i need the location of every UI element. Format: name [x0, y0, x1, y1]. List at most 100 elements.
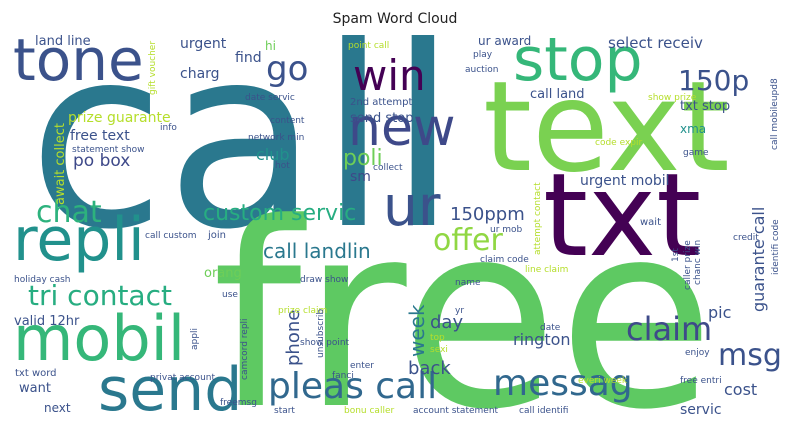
word: game	[683, 148, 709, 158]
word: gift voucher	[148, 41, 158, 95]
word: show prize	[648, 93, 697, 103]
word: urgent	[180, 36, 227, 52]
word: statement show	[72, 145, 144, 155]
word: hi	[265, 39, 276, 53]
word: line claim	[525, 265, 568, 275]
word: repli	[13, 205, 145, 275]
word: enjoy	[685, 348, 710, 358]
word: call mobileupd8	[770, 78, 780, 150]
word: collect	[373, 163, 403, 173]
word: go	[266, 49, 308, 89]
word: want	[19, 381, 51, 396]
word: week	[405, 304, 429, 357]
word: everi week	[578, 376, 628, 386]
word: join	[207, 230, 226, 241]
word: 2nd attempt	[350, 97, 412, 108]
word: code expir	[595, 138, 642, 148]
word: content	[270, 116, 305, 126]
word: chat	[36, 195, 102, 230]
word: 150p	[678, 64, 749, 97]
word: txt word	[15, 368, 57, 379]
word: send stop	[350, 111, 413, 126]
word: select receiv	[608, 34, 703, 52]
word: pleas call	[268, 366, 437, 407]
word: offer	[433, 223, 503, 258]
word: stop	[513, 25, 643, 95]
word: holiday cash	[14, 275, 70, 285]
word: hot	[275, 161, 290, 171]
word: date	[540, 323, 561, 333]
word: claim	[626, 310, 712, 348]
word: appli	[190, 328, 200, 350]
word: yr	[455, 306, 464, 316]
word: account statement	[413, 406, 499, 416]
word: sm	[350, 169, 371, 185]
word: charg	[180, 66, 220, 82]
word: attempt contact	[533, 182, 543, 255]
word: play	[473, 50, 493, 60]
word: prize guarante	[68, 110, 171, 126]
word: credit	[733, 233, 759, 243]
word: phone	[283, 310, 304, 366]
word: 150ppm	[450, 204, 525, 225]
word: free entri	[680, 376, 722, 386]
word: custom servic	[203, 201, 356, 226]
word: xma	[680, 122, 706, 136]
word: text	[483, 55, 730, 200]
word: freemsg	[220, 398, 257, 408]
word: use	[222, 290, 238, 300]
word: camcord repli	[240, 318, 250, 380]
word: sexi	[430, 345, 448, 355]
word: bonu caller	[344, 406, 394, 416]
word: call land	[530, 87, 585, 102]
word: fanci	[332, 371, 354, 381]
word: top	[430, 333, 445, 343]
word: prize claim	[278, 306, 327, 316]
word: land line	[35, 34, 91, 49]
word: chanc win	[693, 240, 703, 285]
word: txt stop	[680, 99, 730, 114]
word: call landlin	[263, 239, 371, 263]
word: txt	[543, 149, 701, 283]
word: info	[160, 123, 177, 133]
word: claim code	[480, 255, 529, 265]
word: caller prize	[683, 240, 693, 290]
word: new	[348, 98, 455, 158]
word: mobil	[13, 302, 185, 375]
word: find	[235, 50, 262, 66]
word: send	[98, 355, 242, 425]
word: ur award	[478, 34, 531, 48]
word: call custom	[145, 231, 196, 241]
word: rington	[513, 330, 571, 349]
word: unsubscrib	[316, 309, 326, 358]
word: ur mob	[490, 225, 523, 235]
word: call identifi	[519, 406, 568, 416]
word: enter	[350, 361, 374, 371]
word: await collect	[53, 123, 68, 205]
word: valid 12hr	[14, 314, 80, 329]
word: next	[44, 401, 71, 415]
word: pic	[708, 303, 731, 322]
word: identifi code	[771, 219, 781, 275]
word: msg	[718, 338, 782, 373]
word: back	[408, 358, 451, 379]
word: tone	[13, 26, 144, 94]
word: win	[353, 51, 426, 100]
word: club	[256, 145, 290, 164]
word: name	[455, 278, 481, 288]
word: urgent mobil	[580, 173, 670, 189]
word: cost	[724, 380, 757, 399]
cloud-area	[10, 33, 780, 423]
word: network min	[248, 133, 304, 143]
word: show point	[300, 338, 350, 348]
word: ur	[383, 174, 441, 238]
word: orang	[204, 266, 242, 281]
word: call	[28, 0, 458, 284]
word: po box	[73, 151, 130, 171]
chart-title: Spam Word Cloud	[333, 11, 458, 27]
word: tri contact	[28, 279, 172, 312]
word: date servic	[245, 93, 295, 103]
word: start	[274, 406, 295, 416]
word: wait	[640, 217, 661, 228]
